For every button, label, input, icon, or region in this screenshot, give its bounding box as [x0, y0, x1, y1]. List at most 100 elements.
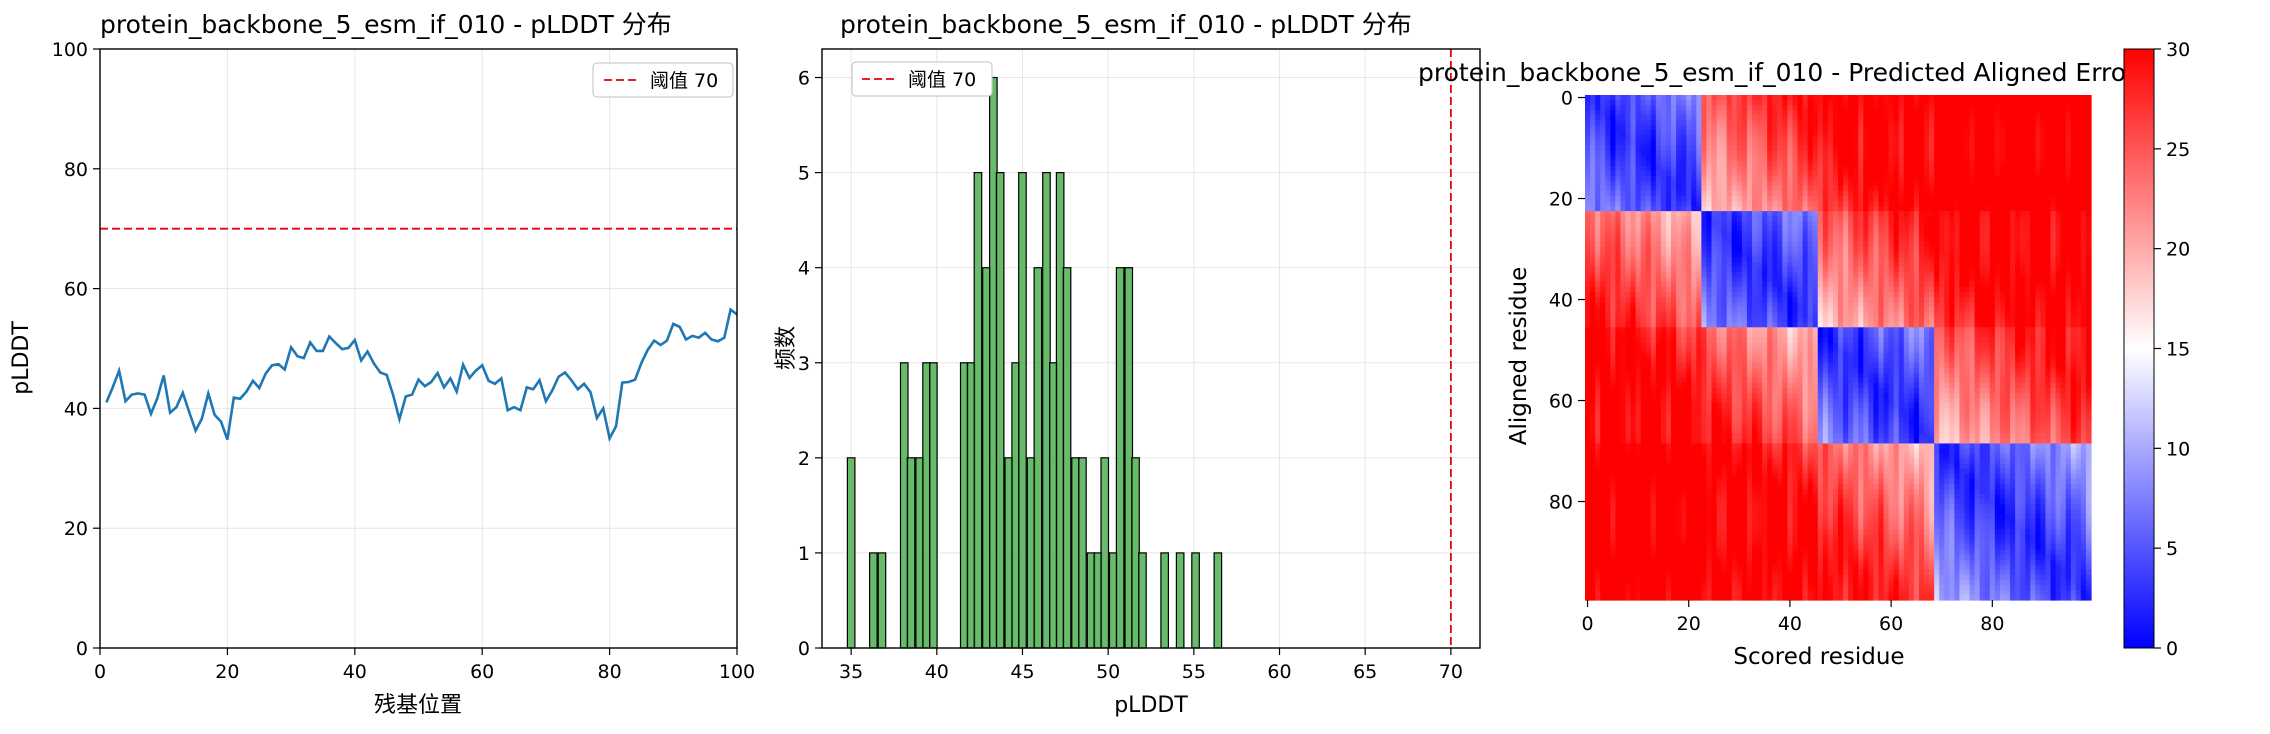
heatmap-cell: [1737, 312, 1743, 318]
heatmap-cell: [1848, 105, 1854, 111]
heatmap-cell: [1732, 161, 1738, 167]
heatmap-cell: [1919, 236, 1925, 242]
heatmap-cell: [1676, 156, 1682, 162]
heatmap-cell: [1691, 181, 1697, 187]
heatmap-cell: [2051, 262, 2057, 268]
heatmap-cell: [2015, 327, 2021, 333]
heatmap-cell: [1722, 312, 1728, 318]
heatmap-cell: [1706, 181, 1712, 187]
heatmap-cell: [1863, 317, 1869, 323]
heatmap-cell: [1625, 231, 1631, 237]
heatmap-cell: [2025, 277, 2031, 283]
heatmap-cell: [1914, 231, 1920, 237]
heatmap-cell: [1990, 267, 1996, 273]
heatmap-cell: [1671, 146, 1677, 152]
heatmap-cell: [1843, 110, 1849, 116]
heatmap-cell: [1833, 236, 1839, 242]
heatmap-cell: [1975, 161, 1981, 167]
heatmap-cell: [2025, 196, 2031, 202]
data-point: [538, 379, 541, 382]
heatmap-cell: [1934, 201, 1940, 207]
heatmap-cell: [1767, 176, 1773, 182]
heatmap-cell: [1625, 297, 1631, 303]
heatmap-cell: [2000, 317, 2006, 323]
heatmap-cell: [1995, 327, 2001, 333]
heatmap-cell: [2030, 292, 2036, 298]
heatmap-cell: [1691, 247, 1697, 253]
heatmap-cell: [2030, 171, 2036, 177]
heatmap-cell: [2010, 322, 2016, 328]
heatmap-cell: [2040, 282, 2046, 288]
heatmap-cell: [1944, 130, 1950, 136]
heatmap-cell: [2035, 196, 2041, 202]
heatmap-cell: [1651, 236, 1657, 242]
heatmap-cell: [1863, 312, 1869, 318]
heatmap-cell: [1884, 221, 1890, 227]
heatmap-cell: [2066, 115, 2072, 121]
heatmap-cell: [1636, 216, 1642, 222]
heatmap-cell: [1727, 262, 1733, 268]
heatmap-cell: [1696, 191, 1702, 197]
heatmap-cell: [1828, 247, 1834, 253]
heatmap-cell: [1767, 201, 1773, 207]
heatmap-cell: [1985, 186, 1991, 192]
heatmap-cell: [2086, 171, 2092, 177]
heatmap-cell: [1919, 206, 1925, 212]
heatmap-cell: [1965, 312, 1971, 318]
heatmap-cell: [1813, 140, 1819, 146]
heatmap-cell: [2030, 282, 2036, 288]
heatmap-cell: [1995, 322, 2001, 328]
heatmap-cell: [1904, 186, 1910, 192]
heatmap-cell: [1939, 236, 1945, 242]
heatmap-cell: [1838, 95, 1844, 101]
heatmap-cell: [1585, 171, 1591, 177]
heatmap-cell: [1595, 317, 1601, 323]
heatmap-cell: [2010, 171, 2016, 177]
heatmap-cell: [1762, 292, 1768, 298]
heatmap-cell: [1949, 297, 1955, 303]
heatmap-cell: [1868, 307, 1874, 313]
heatmap-cell: [1838, 181, 1844, 187]
heatmap-cell: [1651, 282, 1657, 288]
heatmap-cell: [2051, 186, 2057, 192]
heatmap-cell: [1712, 216, 1718, 222]
heatmap-cell: [1970, 221, 1976, 227]
heatmap-cell: [1696, 312, 1702, 318]
heatmap-cell: [1620, 277, 1626, 283]
heatmap-cell: [2020, 166, 2026, 172]
heatmap-cell: [2000, 302, 2006, 308]
heatmap-cell: [1600, 247, 1606, 253]
heatmap-cell: [1762, 201, 1768, 207]
data-point: [194, 429, 197, 432]
heatmap-cell: [1605, 236, 1611, 242]
heatmap-cell: [1995, 262, 2001, 268]
heatmap-cell: [1777, 181, 1783, 187]
heatmap-cell: [1615, 191, 1621, 197]
heatmap-cell: [1934, 267, 1940, 273]
data-point: [130, 393, 133, 396]
heatmap-cell: [1681, 272, 1687, 278]
heatmap-cell: [1777, 332, 1783, 338]
heatmap-cell: [1706, 216, 1712, 222]
heatmap-cell: [2086, 277, 2092, 283]
heatmap-cell: [2045, 135, 2051, 141]
heatmap-cell: [2061, 317, 2067, 323]
heatmap-cell: [1985, 226, 1991, 232]
heatmap-cell: [1772, 105, 1778, 111]
heatmap-cell: [1949, 302, 1955, 308]
heatmap-cell: [2030, 166, 2036, 172]
heatmap-cell: [1787, 161, 1793, 167]
heatmap-cell: [2045, 221, 2051, 227]
heatmap-cell: [1995, 181, 2001, 187]
heatmap-cell: [1641, 282, 1647, 288]
heatmap-cell: [1641, 171, 1647, 177]
heatmap-cell: [1712, 317, 1718, 323]
heatmap-cell: [1625, 252, 1631, 258]
heatmap-cell: [1949, 191, 1955, 197]
heatmap-cell: [1919, 201, 1925, 207]
heatmap-cell: [1954, 176, 1960, 182]
heatmap-cell: [1615, 146, 1621, 152]
heatmap-cell: [1848, 201, 1854, 207]
heatmap-cell: [1818, 161, 1824, 167]
heatmap-cell: [1681, 140, 1687, 146]
